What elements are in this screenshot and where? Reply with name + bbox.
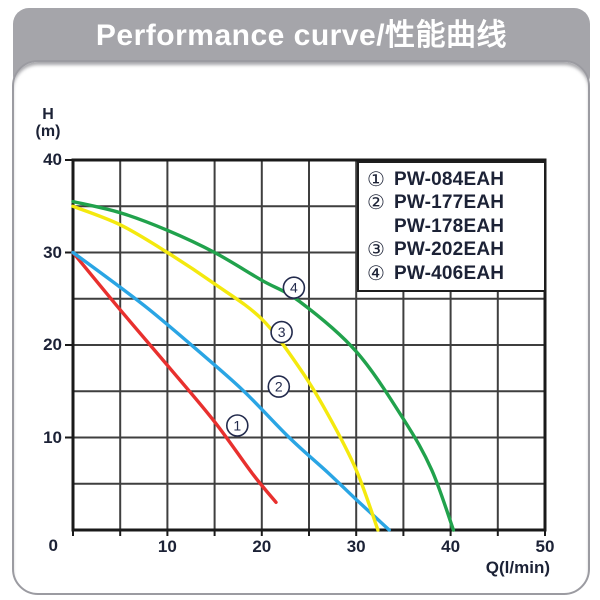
y-axis-title-line1: H xyxy=(42,106,54,123)
legend-label: PW-202EAH xyxy=(394,239,505,261)
svg-text:1: 1 xyxy=(233,418,241,434)
svg-text:4: 4 xyxy=(290,280,298,296)
legend-item: ① PW-084EAH xyxy=(367,168,544,192)
curve-marker-1: 1 xyxy=(226,414,249,437)
legend-symbol: ② xyxy=(367,192,385,215)
legend-symbol: ④ xyxy=(367,262,385,285)
x-tick-label: 50 xyxy=(535,537,555,556)
legend-item: ② PW-177EAH xyxy=(367,192,544,216)
legend-item: PW-178EAH xyxy=(367,215,544,239)
y-tick-label: 30 xyxy=(43,242,62,262)
x-tick-label: 30 xyxy=(346,537,366,556)
curve-marker-4: 4 xyxy=(282,276,306,299)
y-axis-title-line2: (m) xyxy=(35,123,61,140)
x-tick-label: 10 xyxy=(157,537,177,556)
curve-marker-2: 2 xyxy=(267,375,291,398)
chart-panel xyxy=(12,60,590,595)
legend-label: PW-177EAH xyxy=(394,192,505,214)
legend-item: ③ PW-202EAH xyxy=(367,239,544,263)
svg-text:3: 3 xyxy=(278,324,286,340)
legend-symbol: ① xyxy=(367,168,385,191)
legend-item: ④ PW-406EAH xyxy=(367,262,544,286)
curve-PW-084EAH xyxy=(71,250,278,504)
legend-label: PW-084EAH xyxy=(394,168,505,190)
x-tick-label: 40 xyxy=(441,537,461,556)
page-title: Performance curve/性能曲线 xyxy=(95,19,508,52)
origin-label: 0 xyxy=(48,536,58,555)
legend-label: PW-406EAH xyxy=(394,262,505,284)
y-axis-title: H (m) xyxy=(26,106,70,140)
y-tick-label: 40 xyxy=(43,150,62,169)
legend: ① PW-084EAH ② PW-177EAH PW-178EAH ③ PW-202EAH ④… xyxy=(357,161,546,292)
y-tick-label: 10 xyxy=(43,427,62,447)
x-tick-label: 20 xyxy=(252,537,272,556)
legend-label: PW-178EAH xyxy=(394,215,505,237)
svg-text:2: 2 xyxy=(275,379,283,395)
legend-symbol: ③ xyxy=(367,239,385,262)
curve-PW-177EAH / PW-178EAH xyxy=(71,250,391,532)
x-axis-title: Q(l/min) xyxy=(485,558,550,577)
curve-PW-202EAH xyxy=(71,204,380,532)
curve-marker-3: 3 xyxy=(270,320,293,344)
y-tick-label: 20 xyxy=(43,335,62,354)
